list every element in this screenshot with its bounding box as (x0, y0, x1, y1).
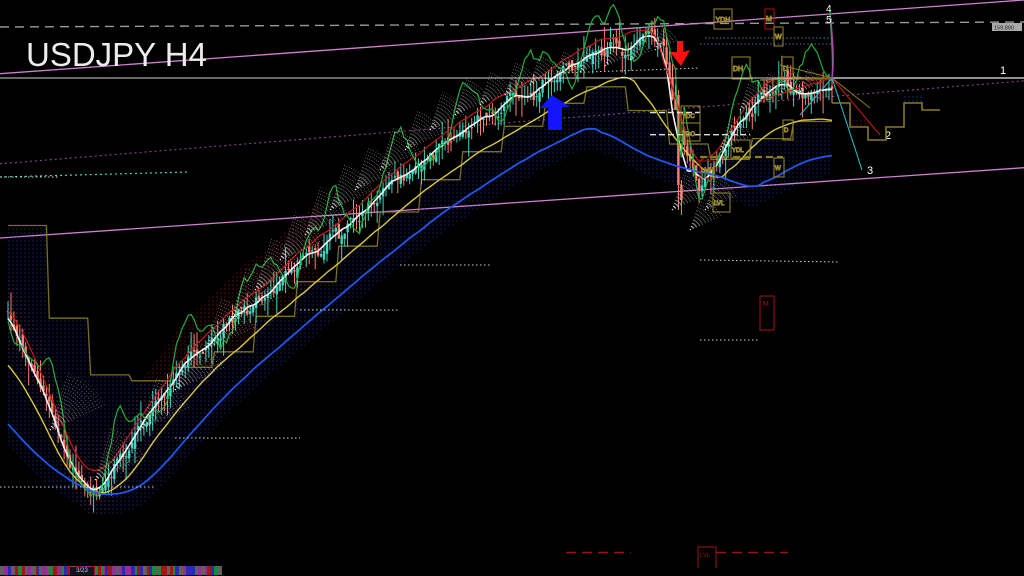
svg-text:YDC: YDC (682, 114, 695, 120)
svg-text:4: 4 (826, 4, 832, 15)
svg-text:LMH: LMH (701, 168, 714, 174)
svg-text:D: D (783, 66, 788, 73)
svg-text:159.890: 159.890 (994, 26, 1014, 32)
svg-text:YDL: YDL (732, 148, 744, 154)
svg-text:D: D (784, 128, 789, 134)
svg-text:M: M (763, 301, 769, 308)
svg-text:YDH: YDH (716, 17, 731, 24)
svg-text:W: W (775, 34, 782, 41)
svg-text:5: 5 (826, 15, 832, 26)
svg-text:YDO: YDO (682, 132, 695, 138)
svg-text:DH: DH (733, 66, 743, 73)
svg-text:3: 3 (867, 165, 873, 177)
svg-text:W: W (775, 166, 781, 172)
svg-text:1: 1 (1000, 65, 1006, 77)
svg-text:LVL: LVL (700, 553, 711, 559)
svg-text:M: M (766, 16, 772, 23)
svg-text:LVL: LVL (714, 201, 725, 207)
